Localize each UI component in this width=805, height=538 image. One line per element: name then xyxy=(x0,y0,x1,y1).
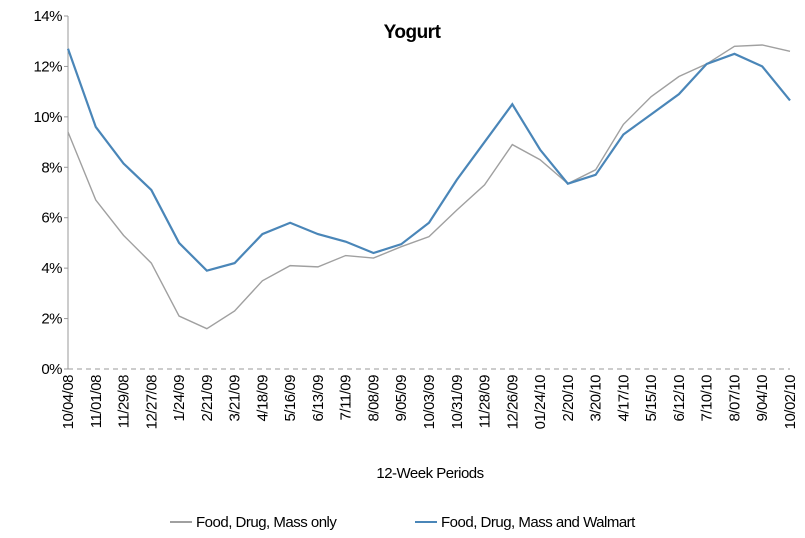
x-tick-label: 8/07/10 xyxy=(726,375,743,422)
x-tick-label: 1/24/09 xyxy=(171,375,188,422)
x-tick-label: 8/08/09 xyxy=(365,375,382,422)
x-tick-label: 6/13/09 xyxy=(310,375,327,422)
x-tick-label: 10/04/08 xyxy=(60,375,77,430)
x-tick-label: 5/16/09 xyxy=(282,375,299,422)
x-tick-label: 10/31/09 xyxy=(449,375,466,430)
chart-title: Yogurt xyxy=(384,22,442,43)
y-tick-label: 4% xyxy=(41,260,62,277)
x-tick-label: 2/21/09 xyxy=(199,375,216,422)
x-tick-label: 10/02/10 xyxy=(782,375,799,430)
x-tick-label: 9/04/10 xyxy=(754,375,771,422)
legend-label: Food, Drug, Mass only xyxy=(196,514,337,531)
x-axis-label: 12-Week Periods xyxy=(376,465,483,482)
x-tick-label: 4/17/10 xyxy=(615,375,632,422)
x-tick-label: 12/26/09 xyxy=(504,375,521,430)
x-tick-label: 6/12/10 xyxy=(671,375,688,422)
x-tick-label: 11/01/08 xyxy=(88,375,105,428)
x-tick-label: 4/18/09 xyxy=(254,375,271,422)
x-tick-label: 11/29/08 xyxy=(116,375,133,428)
x-tick-label: 7/10/10 xyxy=(699,375,716,422)
y-tick-label: 2% xyxy=(41,311,62,328)
x-tick-label: 7/11/09 xyxy=(338,375,355,421)
y-tick-label: 12% xyxy=(33,58,62,75)
x-tick-label: 12/27/08 xyxy=(143,375,160,430)
x-tick-label: 3/21/09 xyxy=(227,375,244,422)
x-tick-label: 2/20/10 xyxy=(560,375,577,422)
series-line xyxy=(67,44,791,330)
legend-label: Food, Drug, Mass and Walmart xyxy=(441,514,636,531)
series-line xyxy=(66,48,791,272)
x-tick-label: 01/24/10 xyxy=(532,375,549,430)
x-tick-label: 3/20/10 xyxy=(588,375,605,422)
x-tick-label: 11/28/09 xyxy=(477,375,494,428)
y-tick-label: 14% xyxy=(33,8,62,25)
x-tick-label: 9/05/09 xyxy=(393,375,410,422)
y-tick-label: 10% xyxy=(33,109,62,126)
y-tick-label: 6% xyxy=(41,210,62,227)
x-tick-label: 10/03/09 xyxy=(421,375,438,430)
x-tick-label: 5/15/10 xyxy=(643,375,660,422)
y-tick-label: 8% xyxy=(41,159,62,176)
y-tick-label: 0% xyxy=(41,361,62,378)
